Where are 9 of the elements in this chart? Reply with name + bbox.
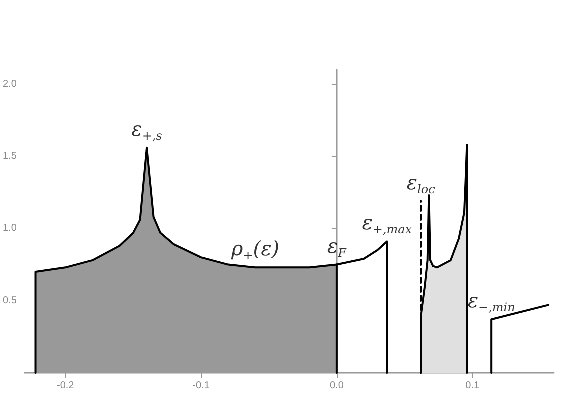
x-tick-label: -0.1 bbox=[192, 380, 210, 392]
x-tick-label: 0.1 bbox=[466, 380, 480, 392]
y-tick-label: 2.0 bbox=[2, 78, 18, 90]
y-tick-label: 1.0 bbox=[2, 223, 18, 234]
y-tick-label: 0.5 bbox=[2, 295, 18, 306]
y-tick-label: 1.5 bbox=[2, 151, 18, 162]
annotation: ρ+(ε) bbox=[230, 236, 280, 263]
x-tick-label: 0.0 bbox=[330, 380, 344, 392]
x-tick-label: -0.2 bbox=[56, 380, 75, 392]
